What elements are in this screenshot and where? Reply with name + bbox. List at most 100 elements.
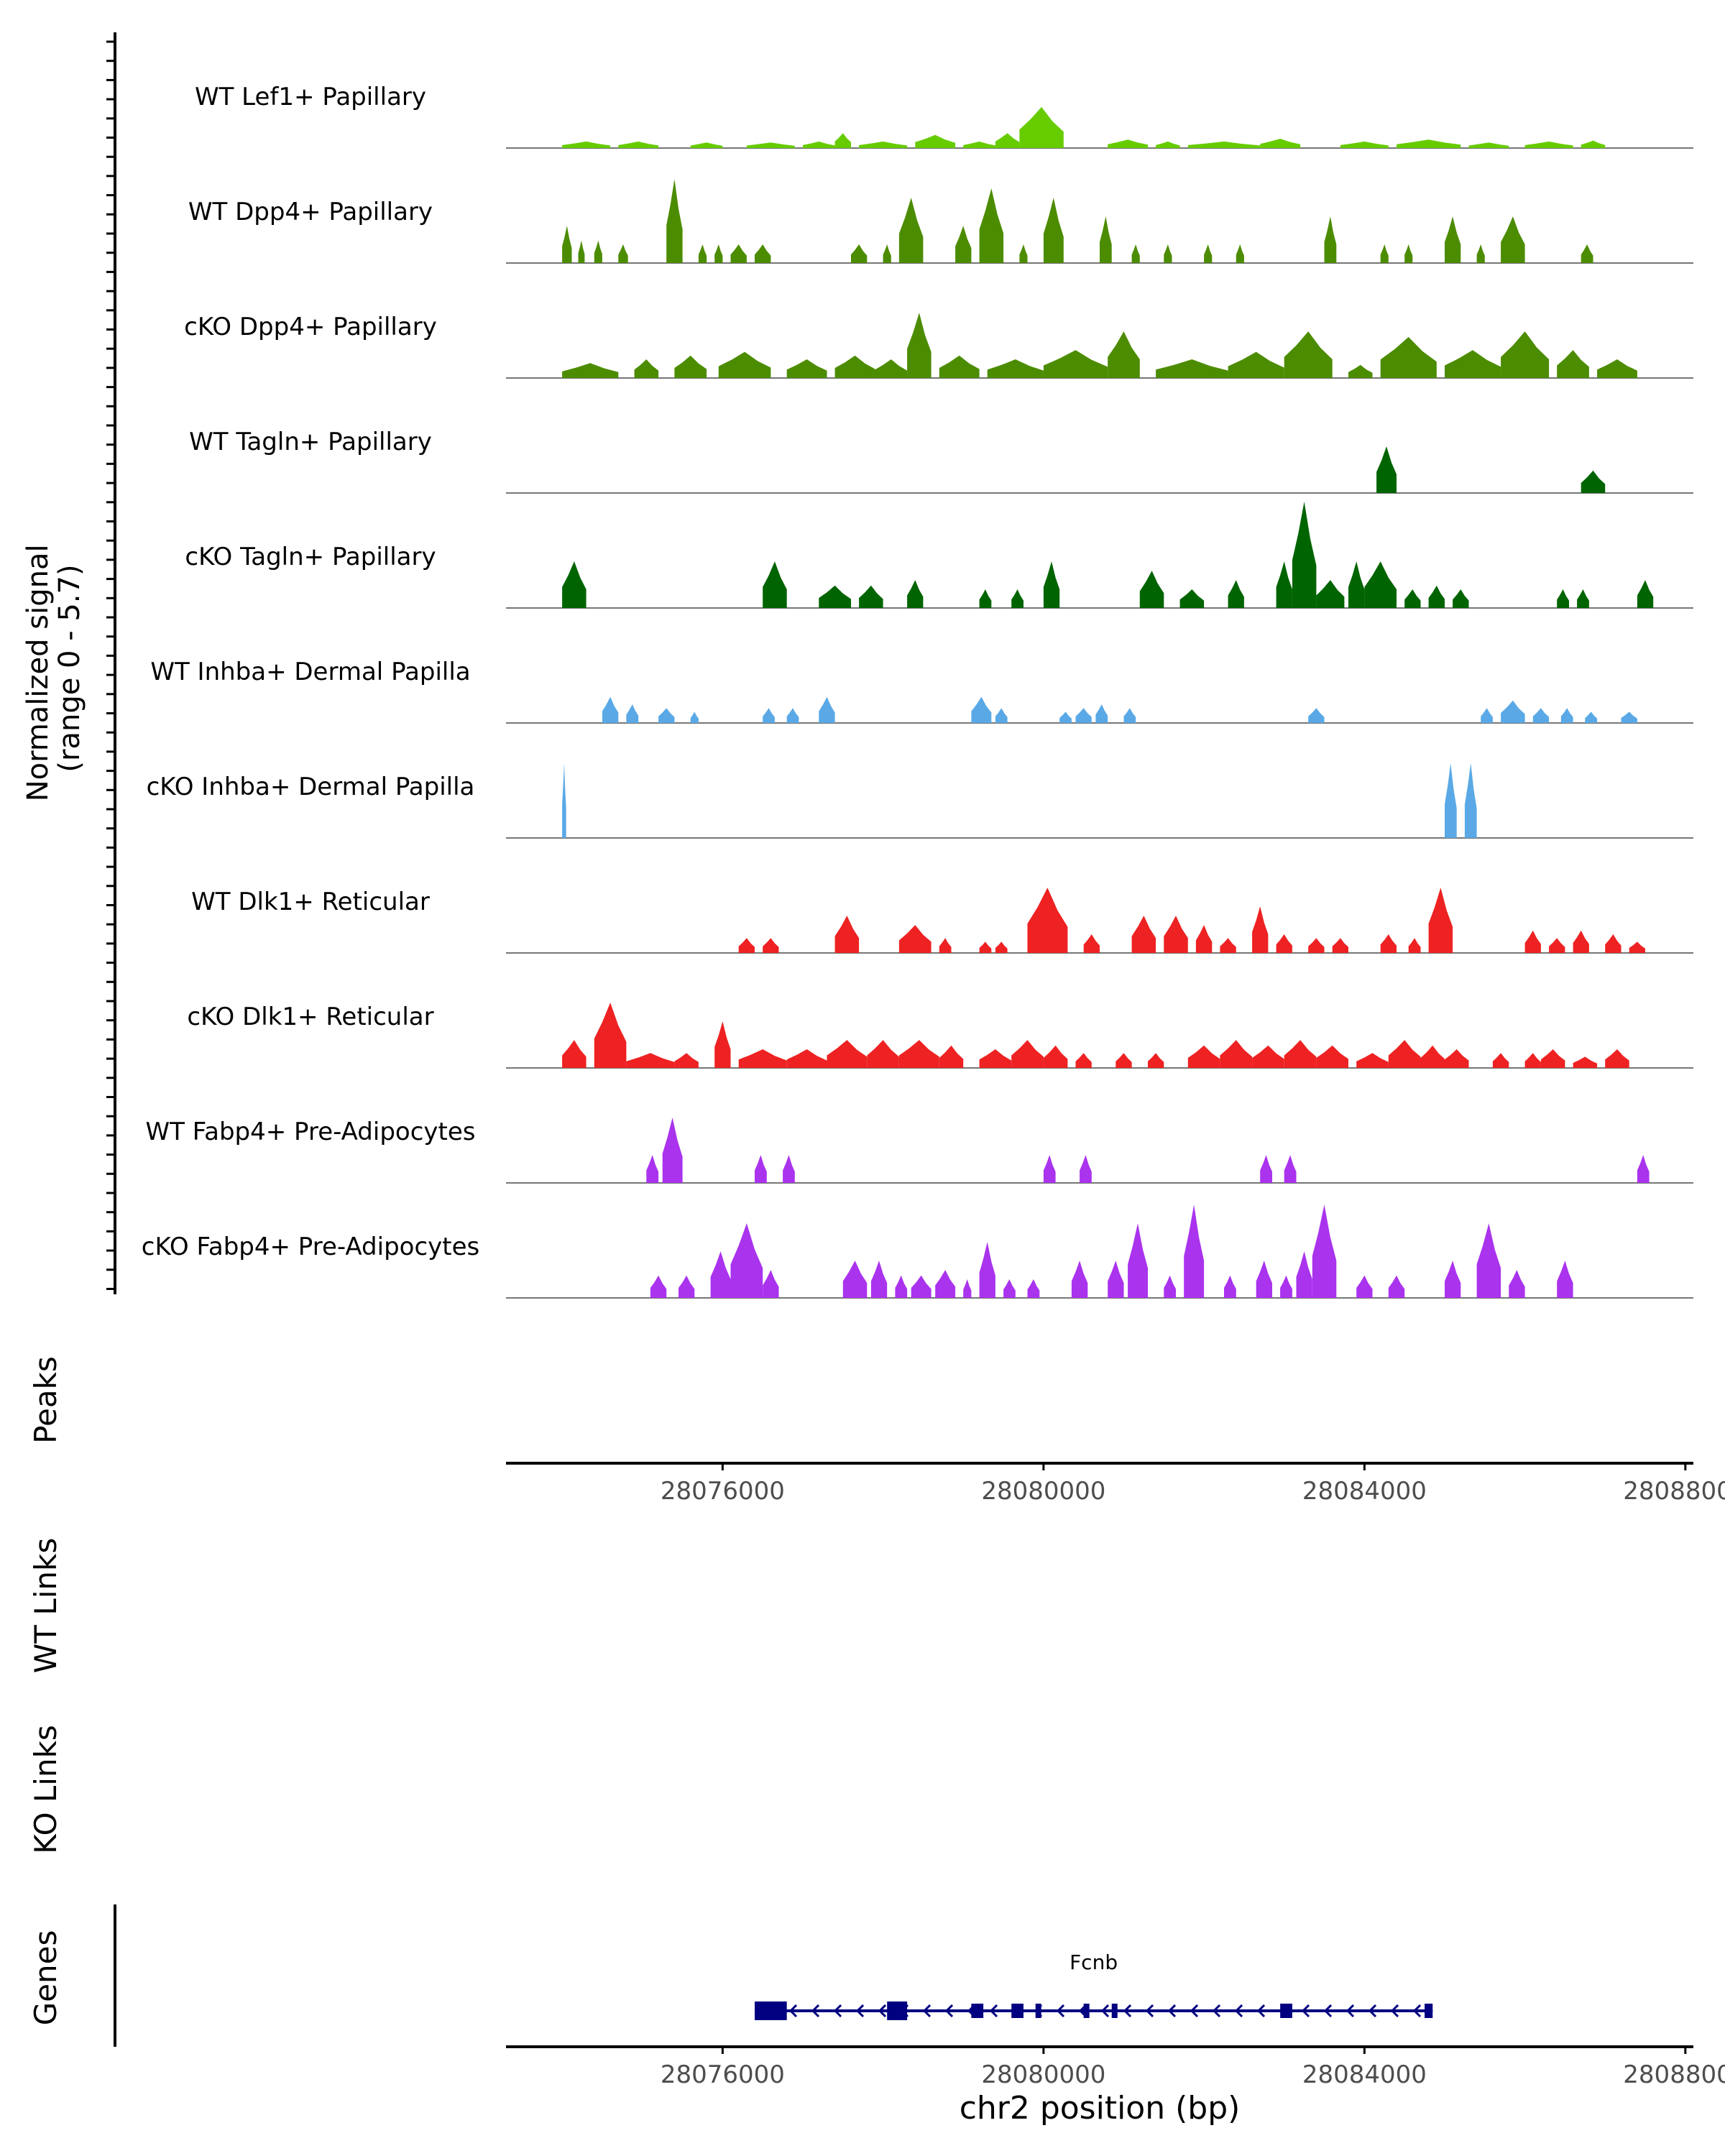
gene-strand-arrow [1123, 2004, 1132, 2018]
signal-peak [979, 1242, 995, 1298]
signal-peak [1276, 934, 1292, 953]
x-axis-bottom-tick-label: 28084000 [1302, 2060, 1427, 2089]
signal-peak [1043, 350, 1108, 378]
track-label: cKO Dpp4+ Papillary [184, 313, 437, 341]
signal-peak [1075, 1053, 1092, 1068]
signal-peak [819, 585, 851, 608]
signal-peak [1043, 198, 1064, 263]
y-axis-title: Normalized signal (range 0 - 5.7) [22, 535, 86, 802]
gene-strand-arrow [1390, 2004, 1399, 2018]
gene-exon [887, 2001, 908, 2020]
coverage-tracks: WT Lef1+ Papillary WT Dpp4+ Papillary cKO … [142, 83, 1693, 1299]
track-label: WT Dpp4+ Papillary [188, 198, 433, 226]
signal-peak [1557, 350, 1589, 378]
signal-peak [1108, 139, 1148, 148]
signal-peak [674, 355, 707, 378]
signal-peak [1228, 580, 1244, 608]
signal-peak [562, 226, 572, 263]
signal-peak [1376, 446, 1397, 493]
gene-strand-arrow [1056, 2004, 1065, 2018]
gene-exon [1035, 2004, 1041, 2018]
signal-peak [1308, 708, 1325, 723]
signal-peak [562, 561, 586, 608]
wt-links-track-label: WT Links [28, 1538, 63, 1673]
signal-peak [1380, 336, 1437, 378]
signal-peak [714, 1021, 731, 1068]
signal-peak [1224, 1275, 1236, 1298]
signal-peak [842, 1261, 868, 1298]
coverage-track: WT Lef1+ Papillary [195, 83, 1693, 149]
signal-peak [1445, 1049, 1469, 1068]
signal-peak [939, 1045, 964, 1068]
coverage-track: WT Dpp4+ Papillary [188, 179, 1693, 264]
signal-peak [859, 141, 908, 148]
gene-strand-arrow [922, 2004, 932, 2018]
signal-peak [955, 226, 972, 263]
signal-peak [834, 133, 851, 148]
signal-peak [875, 359, 908, 378]
signal-peak [1492, 1053, 1509, 1068]
gene-exon [1083, 2004, 1090, 2018]
signal-peak [1003, 1279, 1016, 1298]
signal-peak [730, 1223, 763, 1298]
signal-peak [1164, 916, 1188, 953]
gene-strand-arrow [878, 2004, 887, 2018]
x-axis-bottom-tick-label: 28088000 [1623, 2060, 1725, 2089]
signal-peak [1100, 216, 1112, 263]
signal-peak [1364, 561, 1397, 608]
x-axis-top-tick-label: 28076000 [661, 1477, 785, 1506]
signal-peak [1408, 938, 1421, 953]
signal-peak [594, 240, 602, 263]
signal-peak [1481, 708, 1493, 723]
signal-peak [1428, 888, 1453, 953]
signal-peak [1308, 938, 1325, 953]
signal-peak [690, 142, 723, 148]
gene-strand-arrow [1212, 2004, 1221, 2018]
signal-peak [1095, 704, 1108, 723]
gene-strand-arrow [855, 2004, 865, 2018]
signal-peak [1260, 139, 1301, 148]
signal-peak [1509, 1270, 1525, 1298]
signal-peak [1131, 916, 1156, 953]
signal-peak [1179, 589, 1205, 608]
signal-peak [995, 941, 1008, 953]
signal-peak [690, 711, 699, 723]
signal-peak [859, 585, 883, 608]
gene-strand-arrow [1412, 2004, 1422, 2018]
gene-strand-arrow [944, 2004, 954, 2018]
gene-strand-arrow [989, 2004, 998, 2018]
signal-peak [763, 561, 787, 608]
signal-peak [1059, 711, 1072, 723]
signal-peak [1083, 934, 1100, 953]
signal-peak [911, 1275, 932, 1298]
signal-peak [995, 133, 1020, 148]
gene-strand-arrow [1256, 2004, 1266, 2018]
signal-peak [939, 938, 952, 953]
signal-peak [1549, 938, 1565, 953]
signal-peak [1348, 561, 1365, 608]
signal-peak [979, 589, 992, 608]
x-axis-bottom-tick-label: 28076000 [661, 2060, 785, 2089]
track-label: WT Fabp4+ Pre-Adipocytes [146, 1118, 476, 1146]
signal-peak [1464, 763, 1477, 838]
signal-peak [1195, 925, 1213, 953]
signal-peak [1501, 331, 1550, 378]
signal-peak [1184, 1204, 1205, 1298]
x-axis-top-tick-label: 28084000 [1302, 1477, 1427, 1506]
gene-strand-arrow [811, 2004, 820, 2018]
coverage-track: cKO Dlk1+ Reticular [187, 1003, 1693, 1069]
signal-peak [1605, 934, 1622, 953]
signal-peak [738, 1049, 787, 1068]
signal-peak [1532, 708, 1550, 723]
signal-peak [1629, 941, 1645, 953]
track-label: cKO Dlk1+ Reticular [187, 1003, 433, 1031]
signal-peak [1187, 141, 1261, 148]
x-axis-top: 28076000 28080000 28084000 28088000 [506, 1462, 1725, 1506]
signal-peak [1404, 244, 1413, 263]
signal-peak [646, 1155, 659, 1183]
signal-peak [898, 1040, 939, 1068]
signal-peak [763, 708, 775, 723]
signal-peak [1108, 331, 1140, 378]
signal-peak [1164, 244, 1172, 263]
